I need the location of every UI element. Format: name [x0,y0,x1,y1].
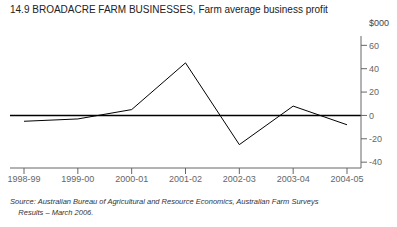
html-text:Results – March 2006.: Results – March 2006. [10,208,94,217]
html-text:14.9 BROADACRE FARM BUSINESSES: 14.9 BROADACRE FARM BUSINESSES, Farm ave… [10,4,328,15]
svg-text:2001-02: 2001-02 [169,174,202,184]
svg-text:2003-04: 2003-04 [277,174,310,184]
svg-text:40: 40 [369,64,379,74]
svg-text:20: 20 [369,87,379,97]
svg-text:1999-00: 1999-00 [61,174,94,184]
svg-text:60: 60 [369,41,379,51]
svg-text:-20: -20 [369,134,382,144]
svg-text:2004-05: 2004-05 [330,174,363,184]
html-text:$000: $000 [369,18,389,28]
svg-text:2000-01: 2000-01 [115,174,148,184]
html-text:Source: Australian Bureau of A: Source: Australian Bureau of Agricultura… [10,197,319,206]
svg-text:1998-99: 1998-99 [8,174,41,184]
svg-text:2002-03: 2002-03 [223,174,256,184]
svg-text:-40: -40 [369,157,382,167]
svg-text:0: 0 [369,111,374,121]
